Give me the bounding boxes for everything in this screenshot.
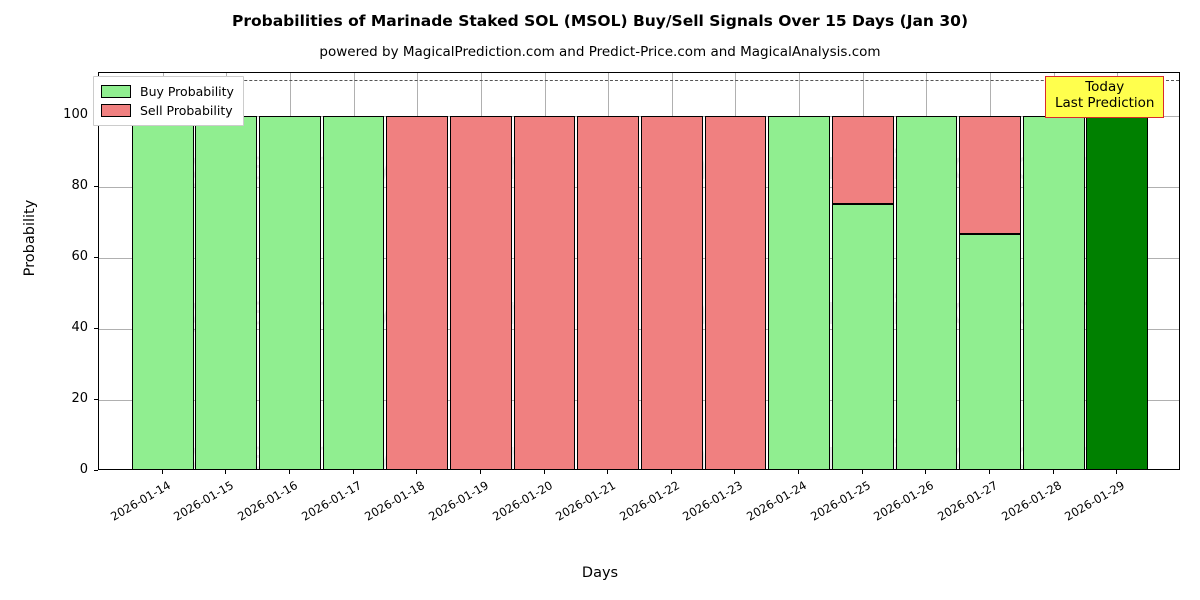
today-annotation: Today Last Prediction xyxy=(1045,76,1165,118)
x-axis-title: Days xyxy=(581,565,619,581)
y-axis-tick xyxy=(94,185,98,187)
legend-swatch-buy-icon xyxy=(101,85,131,98)
y-axis-tick-label: 40 xyxy=(71,319,88,335)
y-axis-tick-label: 100 xyxy=(63,106,88,122)
chart-legend: Buy Probability Sell Probability xyxy=(93,76,244,126)
legend-item-buy: Buy Probability xyxy=(101,82,234,101)
bar-buy xyxy=(831,204,894,469)
x-axis-tick-label: 2026-01-22 xyxy=(616,478,682,524)
x-axis-tick xyxy=(225,470,226,474)
bar-buy xyxy=(959,233,1021,469)
chart-subtitle: powered by MagicalPrediction.com and Pre… xyxy=(319,44,881,60)
x-axis-tick xyxy=(289,470,290,474)
y-axis-tick xyxy=(94,398,98,400)
x-axis-tick-label: 2026-01-17 xyxy=(298,478,364,524)
x-axis-tick-label: 2026-01-21 xyxy=(553,478,619,524)
y-axis-tick-label: 80 xyxy=(71,177,88,193)
bar-sell xyxy=(640,115,703,469)
bar-highlight-today xyxy=(1086,115,1149,469)
y-axis-tick xyxy=(94,327,98,329)
x-axis-tick-label: 2026-01-19 xyxy=(425,478,491,524)
x-axis-tick-label: 2026-01-20 xyxy=(489,478,555,524)
x-axis-tick-label: 2026-01-15 xyxy=(171,478,237,524)
x-axis-tick xyxy=(1116,470,1117,474)
bar-sell xyxy=(577,115,640,469)
x-axis-tick-label: 2026-01-29 xyxy=(1062,478,1128,524)
legend-item-sell: Sell Probability xyxy=(101,101,234,120)
bar-buy xyxy=(259,115,321,469)
bar-buy xyxy=(195,115,258,469)
x-axis-tick xyxy=(798,470,799,474)
legend-label-buy: Buy Probability xyxy=(140,84,234,99)
y-axis-tick-label: 20 xyxy=(71,390,88,406)
today-annotation-line1: Today xyxy=(1085,79,1125,95)
x-axis-tick-label: 2026-01-16 xyxy=(235,478,300,524)
bar-buy xyxy=(322,115,385,469)
x-axis-tick xyxy=(480,470,481,474)
bar-buy xyxy=(131,115,194,469)
x-axis-tick xyxy=(353,470,354,474)
bar-sell xyxy=(704,115,767,469)
plot-area: MagicalAnalysis.comMagicalPrediction.com… xyxy=(98,72,1180,470)
bar-buy xyxy=(1022,115,1085,469)
legend-swatch-sell-icon xyxy=(101,104,131,117)
bar-sell xyxy=(959,115,1021,234)
x-axis-tick xyxy=(671,470,672,474)
x-axis-tick-label: 2026-01-18 xyxy=(362,478,428,524)
x-axis-tick-label: 2026-01-27 xyxy=(935,478,1001,524)
x-axis-tick-label: 2026-01-28 xyxy=(998,478,1064,524)
chart-title: Probabilities of Marinade Staked SOL (MS… xyxy=(231,12,969,30)
x-axis-tick-label: 2026-01-26 xyxy=(871,478,937,524)
x-axis-tick xyxy=(734,470,735,474)
bar-sell xyxy=(831,115,894,205)
x-axis-tick xyxy=(416,470,417,474)
x-axis-tick xyxy=(862,470,863,474)
bar-sell xyxy=(513,115,576,469)
x-axis-tick xyxy=(925,470,926,474)
reference-dashed-line xyxy=(99,80,1179,82)
x-axis-tick xyxy=(607,470,608,474)
x-axis-tick xyxy=(544,470,545,474)
x-axis-tick xyxy=(1053,470,1054,474)
y-axis-tick xyxy=(94,256,98,258)
x-axis-tick-label: 2026-01-14 xyxy=(107,478,173,524)
y-axis-tick xyxy=(94,470,98,471)
bar-sell xyxy=(450,115,512,469)
x-axis-tick xyxy=(162,470,163,474)
y-axis-tick-label: 0 xyxy=(79,462,88,477)
x-axis-tick-label: 2026-01-23 xyxy=(680,478,746,524)
x-axis-tick xyxy=(989,470,990,474)
bar-buy xyxy=(768,115,830,469)
x-axis-tick-label: 2026-01-24 xyxy=(744,478,810,524)
x-axis-tick-label: 2026-01-25 xyxy=(807,478,873,524)
legend-label-sell: Sell Probability xyxy=(140,103,233,118)
bar-sell xyxy=(386,115,449,469)
y-axis-tick-label: 60 xyxy=(71,248,88,264)
y-axis-title: Probability xyxy=(22,199,38,277)
bar-buy xyxy=(895,115,958,469)
today-annotation-line2: Last Prediction xyxy=(1055,94,1155,111)
